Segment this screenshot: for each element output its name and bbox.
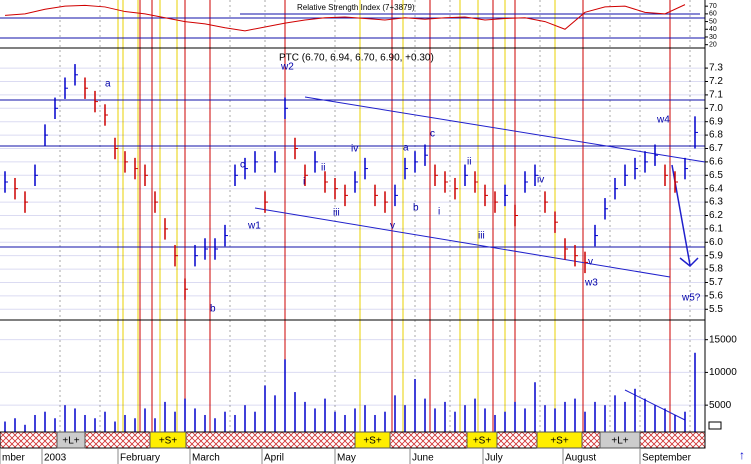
y-tick-label: 6.4 bbox=[709, 183, 723, 194]
signal-cell bbox=[149, 431, 187, 449]
x-tick-label: April bbox=[264, 453, 284, 464]
signal-label: +S+ bbox=[159, 436, 178, 447]
y-tick-label: 5.8 bbox=[709, 264, 723, 275]
wave-label: b bbox=[413, 203, 419, 214]
wave-label: i bbox=[438, 207, 440, 218]
y-tick-label: 6.5 bbox=[709, 170, 723, 181]
signal-cell bbox=[466, 431, 498, 449]
y-tick-label: 7.2 bbox=[709, 76, 723, 87]
y-tick-label: 6.2 bbox=[709, 210, 723, 221]
wave-label: b bbox=[210, 304, 216, 315]
wave-label: i bbox=[303, 177, 305, 188]
signal-band bbox=[0, 431, 706, 449]
signal-cell bbox=[536, 431, 583, 449]
y-tick-label: 5.9 bbox=[709, 250, 723, 261]
wave-label: ii bbox=[467, 157, 471, 168]
y-tick-label: 7.1 bbox=[709, 90, 723, 101]
y-tick-label: 10000 bbox=[709, 367, 737, 378]
y-tick-label: 5.5 bbox=[709, 304, 723, 315]
y-tick-label: 6.6 bbox=[709, 157, 723, 168]
price-title: PTC (6.70, 6.94, 6.70, 6.90, +0.30) bbox=[279, 53, 434, 64]
x-tick-label: May bbox=[337, 453, 356, 464]
y-tick-label: 6.0 bbox=[709, 237, 723, 248]
signal-label: +L+ bbox=[62, 436, 79, 447]
y-tick-label: 15000 bbox=[709, 334, 737, 345]
y-tick-label: 50 bbox=[709, 18, 717, 25]
wave-label: c bbox=[430, 129, 435, 140]
x-tick-label: June bbox=[412, 453, 434, 464]
wave-label: a bbox=[105, 79, 111, 90]
y-tick-label: 7.3 bbox=[709, 63, 723, 74]
y-tick-label: 40 bbox=[709, 26, 717, 33]
wave-label: w1 bbox=[247, 221, 261, 232]
y-tick-label: 30 bbox=[709, 34, 717, 41]
signal-cell bbox=[354, 431, 391, 449]
y-tick-label: 6.9 bbox=[709, 116, 723, 127]
wave-label: w2 bbox=[280, 62, 294, 73]
rsi-line bbox=[4, 4, 686, 32]
wave-label: iv bbox=[351, 144, 358, 155]
wave-label: v bbox=[390, 221, 395, 232]
y-tick-label: 6.7 bbox=[709, 143, 723, 154]
wave-label: iv bbox=[537, 175, 544, 186]
signal-cell bbox=[599, 431, 641, 449]
x-tick-label: 2003 bbox=[44, 453, 67, 464]
y-tick-label: 60 bbox=[709, 11, 717, 18]
wave-label: v bbox=[588, 257, 593, 268]
scroll-arrow[interactable]: ↑ bbox=[739, 448, 745, 462]
wave-label: iii bbox=[333, 208, 340, 219]
y-tick-label: 6.8 bbox=[709, 130, 723, 141]
x-tick-label: July bbox=[485, 453, 503, 464]
y-tick-label: 7.0 bbox=[709, 103, 723, 114]
x-tick-label: February bbox=[120, 453, 160, 464]
wave-label: w5? bbox=[681, 293, 701, 304]
signal-label: +L+ bbox=[611, 436, 628, 447]
channel-line bbox=[304, 96, 706, 163]
y-tick-label: 70 bbox=[709, 3, 717, 10]
signal-label: +S+ bbox=[473, 436, 492, 447]
y-tick-label: 20 bbox=[709, 42, 717, 49]
signal-cell bbox=[56, 431, 86, 449]
wave-label: w4 bbox=[656, 115, 670, 126]
x-tick-label: mber bbox=[2, 453, 25, 464]
channel-line bbox=[254, 207, 671, 278]
layout bbox=[0, 0, 722, 449]
wave-label: iii bbox=[478, 231, 485, 242]
signal-label: +S+ bbox=[363, 436, 382, 447]
x-tick-label: September bbox=[642, 453, 692, 464]
signal-label: +S+ bbox=[550, 436, 569, 447]
scale-box bbox=[708, 421, 722, 430]
wave-label: w3 bbox=[584, 278, 598, 289]
x-tick-label: August bbox=[565, 453, 596, 464]
y-tick-label: 5.6 bbox=[709, 291, 723, 302]
wave-label: ii bbox=[321, 163, 325, 174]
rsi-title: Relative Strength Index (7+3879) bbox=[297, 3, 415, 12]
wave-label: a bbox=[403, 143, 409, 154]
y-tick-label: 5.7 bbox=[709, 277, 723, 288]
y-tick-label: 5000 bbox=[709, 400, 732, 411]
y-tick-label: 6.3 bbox=[709, 197, 723, 208]
x-tick-label: March bbox=[192, 453, 220, 464]
y-tick-label: 6.1 bbox=[709, 224, 723, 235]
wave-label: c bbox=[240, 160, 245, 171]
